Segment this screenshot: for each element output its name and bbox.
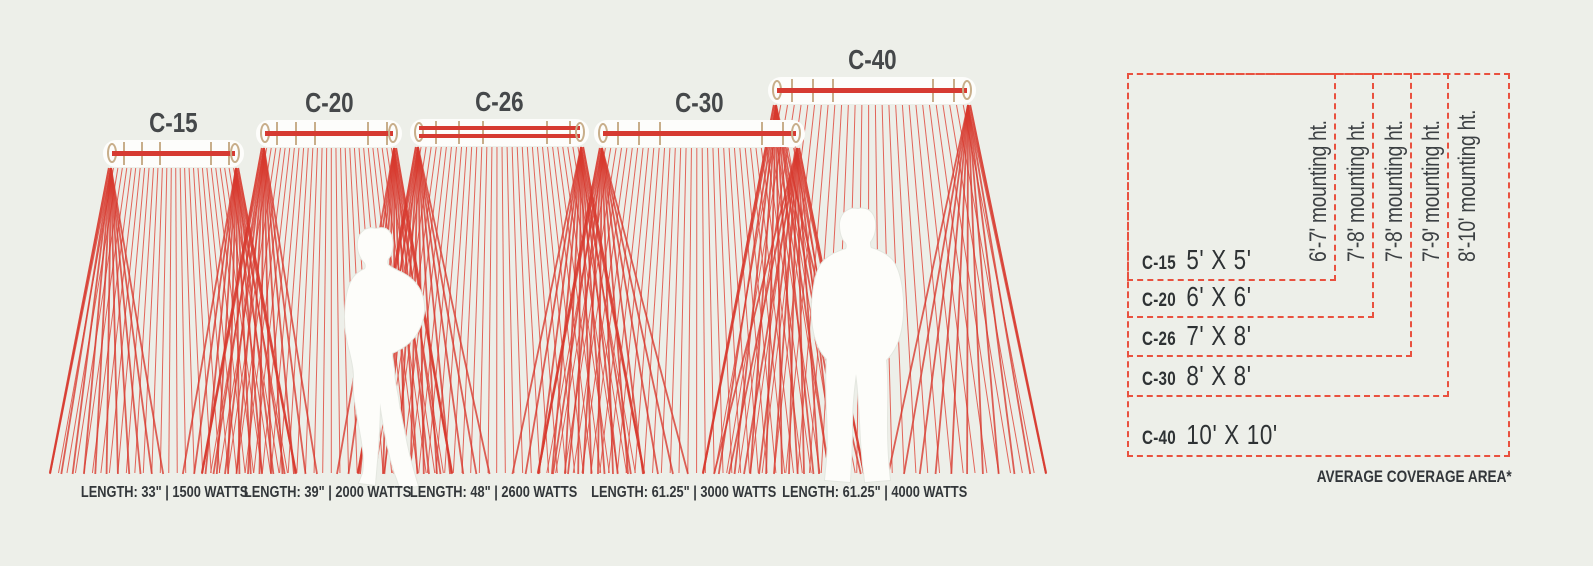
mounting-ht-label-c40: 8'-10' mounting ht. — [1454, 109, 1481, 263]
heater-unit-c15: C-15 — [103, 109, 244, 167]
mount-hook-icon — [388, 123, 398, 143]
mount-hook-icon — [230, 143, 240, 163]
coverage-footnote: AVERAGE COVERAGE AREA* — [1317, 467, 1512, 486]
person-silhouette-man — [810, 207, 905, 484]
heater-pill — [103, 140, 244, 167]
heating-element — [777, 88, 967, 93]
mount-hook-icon — [575, 122, 585, 142]
heater-pill — [256, 120, 402, 147]
coverage-box-c15 — [1127, 73, 1336, 281]
mount-hook-icon — [414, 122, 424, 142]
heating-element — [419, 126, 580, 130]
product-label: C-15 — [149, 107, 198, 138]
coverage-row-c15: C-15 5' X 5' — [1142, 244, 1252, 275]
mounting-ht-label-c20: 7'-8' mounting ht. — [1343, 120, 1370, 263]
product-label: C-26 — [475, 86, 524, 117]
spec-label-c30: LENGTH: 61.25" | 3000 WATTS — [591, 484, 777, 501]
spec-label-c15: LENGTH: 33" | 1500 WATTS — [81, 484, 249, 501]
heater-pill — [594, 120, 805, 147]
bracket-tick — [569, 121, 572, 144]
mounting-ht-label-c30: 7'-9' mounting ht. — [1418, 120, 1445, 263]
product-label: C-30 — [675, 87, 724, 118]
coverage-row-c20: C-20 6' X 6' — [1142, 281, 1252, 312]
spec-label-c26: LENGTH: 48" | 2600 WATTS — [410, 484, 578, 501]
product-label: C-40 — [847, 44, 897, 75]
coverage-row-c30: C-30 8' X 8' — [1142, 360, 1252, 391]
product-label: C-20 — [304, 87, 354, 118]
heater-unit-c20: C-20 — [256, 89, 402, 147]
spec-label-c20: LENGTH: 39" | 2000 WATTS — [244, 484, 412, 501]
heater-unit-c30: C-30 — [594, 89, 805, 147]
bracket-tick — [546, 121, 549, 144]
coverage-row-c26: C-26 7' X 8' — [1142, 320, 1252, 351]
bracket-tick — [481, 121, 484, 144]
person-silhouette-woman — [343, 227, 426, 490]
mounting-ht-label-c15: 6'-7' mounting ht. — [1305, 120, 1332, 263]
heater-unit-c40: C-40 — [768, 46, 976, 104]
bracket-tick — [458, 121, 461, 144]
coverage-row-c40: C-40 10' X 10' — [1142, 419, 1278, 450]
heating-element — [112, 151, 235, 156]
mount-hook-icon — [791, 123, 801, 143]
spec-label-c40: LENGTH: 61.25" | 4000 WATTS — [782, 484, 968, 501]
bracket-tick — [435, 121, 438, 144]
heater-pill — [768, 77, 976, 104]
mounting-ht-label-c26: 7'-8' mounting ht. — [1381, 120, 1408, 263]
heater-pill — [410, 119, 589, 146]
heating-element — [419, 134, 580, 138]
heating-element — [265, 131, 393, 136]
heater-unit-c26: C-26 — [410, 88, 589, 146]
heating-element — [603, 131, 796, 136]
mount-hook-icon — [962, 80, 972, 100]
